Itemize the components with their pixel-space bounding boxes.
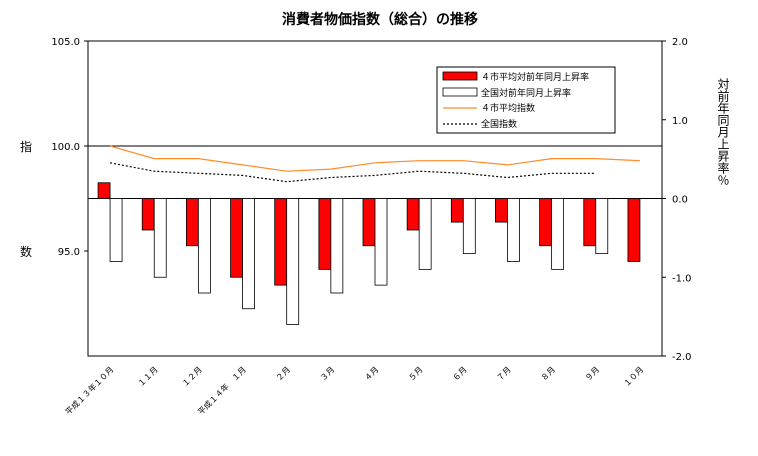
legend-swatch-4city-rate	[442, 71, 478, 81]
national-rate-bar	[242, 198, 255, 310]
legend-label-4city-index: ４市平均指数	[481, 102, 535, 114]
x-tick-label: 平成１３年１０月	[63, 364, 115, 416]
4city-rate-bar	[97, 182, 111, 199]
national-rate-bar	[109, 198, 123, 262]
left-tick-label: 95.0	[58, 247, 80, 258]
4city-rate-bar	[230, 198, 243, 278]
4city-rate-bar	[495, 198, 508, 223]
x-tick-label: ９月	[584, 365, 602, 383]
legend-label-4city-rate: ４市平均対前年同月上昇率	[481, 71, 589, 83]
right-tick-label: 1.0	[672, 116, 688, 127]
4city-rate-bar	[627, 198, 641, 262]
right-tick-label: -2.0	[672, 352, 692, 363]
legend: ４市平均対前年同月上昇率 全国対前年同月上昇率 ４市平均指数 全国指数	[436, 66, 616, 134]
4city-rate-bar	[318, 198, 332, 270]
4city-rate-bar	[450, 198, 464, 223]
national-rate-bar	[286, 198, 300, 325]
lines	[109, 145, 640, 183]
x-tick-label: ２月	[274, 365, 292, 383]
x-tick-label: ５月	[407, 365, 425, 383]
national-rate-bar	[507, 198, 520, 262]
x-tick-label: ８月	[539, 365, 557, 383]
4city-rate-bar	[583, 198, 597, 247]
x-tick-label: ３月	[319, 365, 337, 383]
x-tick-label: ４月	[363, 365, 381, 383]
national-rate-bar	[330, 198, 344, 294]
national-rate-bar	[197, 198, 211, 294]
x-tick-label: １２月	[180, 365, 203, 388]
national-rate-bar	[153, 198, 167, 278]
national-index-line	[109, 162, 596, 183]
national-rate-bar	[374, 198, 388, 286]
legend-swatch-national-rate	[442, 87, 478, 97]
left-axis-label-top: 指	[20, 139, 32, 154]
national-rate-bar	[418, 198, 432, 270]
right-tick-label: 2.0	[672, 37, 688, 48]
bars	[97, 182, 641, 325]
4city-index-line	[109, 145, 640, 172]
x-tick-label: 平成１４年 １月	[196, 364, 248, 416]
4city-rate-bar	[274, 198, 288, 286]
4city-rate-bar	[185, 198, 199, 247]
national-rate-bar	[462, 198, 476, 255]
4city-rate-bar	[141, 198, 155, 231]
right-tick-label: 0.0	[672, 195, 688, 206]
legend-label-national-rate: 全国対前年同月上昇率	[481, 87, 571, 99]
left-axis-label-bottom: 数	[20, 244, 32, 259]
x-tick-label: ６月	[451, 365, 469, 383]
legend-label-national-index: 全国指数	[481, 118, 517, 130]
right-axis: 2.0 1.0 0.0 -1.0 -2.0	[662, 37, 692, 363]
chart-title: 消費者物価指数（総合）の推移	[282, 11, 478, 28]
right-axis-label: 対前年同月上昇率％	[716, 78, 730, 186]
right-tick-label: -1.0	[672, 273, 692, 284]
left-tick-label: 105.0	[51, 37, 80, 48]
left-tick-label: 100.0	[51, 142, 80, 153]
4city-rate-bar	[362, 198, 376, 247]
national-rate-bar	[595, 198, 609, 255]
4city-rate-bar	[539, 198, 553, 247]
national-rate-bar	[551, 198, 565, 270]
x-tick-label: ７月	[495, 365, 513, 383]
x-tick-label: １１月	[136, 365, 159, 388]
4city-rate-bar	[406, 198, 420, 231]
x-tick-label: １０月	[622, 365, 645, 388]
